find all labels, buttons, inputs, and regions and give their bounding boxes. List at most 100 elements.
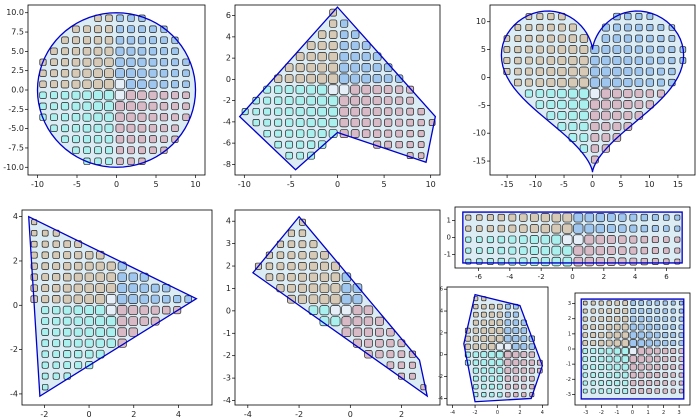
- tile: [295, 118, 305, 127]
- tile: [339, 51, 349, 62]
- tile: [486, 225, 494, 233]
- tile: [328, 41, 338, 51]
- tile: [504, 350, 512, 359]
- tile: [621, 371, 629, 379]
- tile: [579, 55, 589, 66]
- tile: [557, 111, 567, 121]
- tile: [284, 96, 294, 105]
- tile: [62, 294, 72, 304]
- x-tick-label: -2: [599, 410, 604, 416]
- tile: [662, 355, 669, 363]
- tile: [95, 316, 106, 327]
- tile: [519, 246, 528, 255]
- tile: [634, 78, 644, 87]
- tile: [488, 359, 496, 367]
- tile: [148, 47, 158, 56]
- tile: [573, 256, 584, 267]
- tile: [551, 212, 562, 223]
- tile: [645, 78, 655, 87]
- tile: [488, 375, 495, 382]
- tile: [73, 327, 83, 337]
- tile: [662, 300, 668, 306]
- tile: [476, 247, 483, 254]
- tile: [127, 14, 135, 22]
- x-tick-label: 0: [631, 410, 634, 416]
- tile: [465, 214, 472, 221]
- y-tick-label: 6: [440, 287, 443, 293]
- tile: [52, 339, 61, 348]
- tile: [41, 306, 50, 315]
- tile: [584, 256, 594, 267]
- tile: [481, 303, 487, 310]
- tile: [383, 96, 393, 105]
- tile: [72, 135, 80, 144]
- tile: [375, 338, 384, 348]
- y-tick-label: 2: [226, 262, 231, 271]
- y-tick-label: -1: [444, 250, 451, 258]
- tile: [284, 85, 294, 94]
- tile: [598, 339, 605, 347]
- tile: [630, 379, 637, 387]
- tile: [590, 364, 597, 370]
- subplot: -3 -2 -1 0 1 2 3 -3 -2 -1 0 1 2 3: [566, 292, 691, 416]
- tile: [115, 112, 125, 122]
- tile: [601, 133, 611, 142]
- tile: [52, 251, 60, 259]
- tile: [595, 234, 606, 245]
- tile: [590, 144, 600, 153]
- tile: [520, 359, 528, 366]
- tile: [137, 68, 147, 78]
- tile: [613, 339, 621, 347]
- tile: [117, 316, 128, 327]
- tile: [505, 303, 511, 310]
- tile: [646, 34, 654, 43]
- tile: [319, 283, 330, 294]
- tile: [62, 316, 72, 326]
- tile: [629, 323, 637, 331]
- tile: [635, 13, 643, 21]
- tile: [417, 119, 425, 127]
- tile: [52, 240, 60, 248]
- tile: [476, 214, 483, 221]
- tile: [524, 67, 533, 76]
- tile: [52, 284, 61, 293]
- tile: [612, 122, 622, 131]
- tile: [341, 305, 352, 316]
- tile: [372, 63, 382, 73]
- tile: [150, 283, 160, 293]
- tile: [535, 67, 545, 76]
- tile: [662, 324, 669, 331]
- tile: [590, 324, 597, 330]
- tile: [274, 85, 283, 94]
- tile: [651, 247, 659, 255]
- tile: [82, 57, 92, 67]
- x-tick-label: -5: [73, 180, 81, 189]
- tile: [645, 331, 653, 339]
- tile: [317, 73, 328, 84]
- x-tick-label: -5: [287, 180, 295, 189]
- tile: [159, 69, 169, 78]
- subplot: -2 0 2 4 -4 -2 0 2 4: [10, 209, 213, 419]
- tile: [285, 151, 293, 160]
- tile: [30, 262, 38, 270]
- tile: [117, 294, 128, 305]
- tile: [328, 62, 339, 73]
- tile: [104, 123, 114, 133]
- tile: [148, 57, 158, 67]
- tile: [496, 327, 504, 335]
- tile: [406, 118, 414, 127]
- tile: [361, 41, 371, 50]
- tile: [350, 118, 360, 128]
- tile: [678, 316, 684, 322]
- tile: [274, 129, 283, 138]
- tile: [590, 55, 600, 66]
- tile: [595, 257, 605, 267]
- tile: [508, 235, 517, 244]
- tile: [590, 356, 597, 362]
- subplot: -10 -5 0 5 10 -10.0 -7.5 -5.0 -2.5 0.0 2.5 5.0 7.5 10…: [3, 4, 206, 189]
- tile: [557, 34, 566, 43]
- tile: [529, 246, 539, 255]
- tile: [62, 283, 72, 293]
- tile: [408, 361, 416, 369]
- tile: [578, 88, 590, 99]
